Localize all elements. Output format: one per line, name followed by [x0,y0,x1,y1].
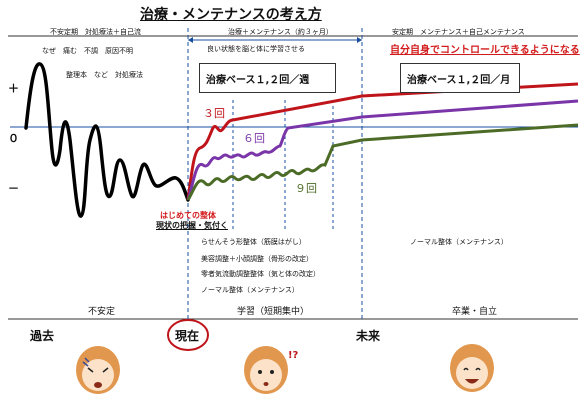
treatment-item-2: 美容調整＋小顔調整（骨形の改定） [201,255,313,263]
axis-plus: ＋ [8,82,19,95]
surprised-face-icon: !? [244,346,299,394]
count-3: ３回 [203,107,225,120]
phase2-footer: 学習（短期集中） [237,307,310,317]
phase3-note: ノーマル整体（メンテナンス） [410,238,508,246]
phase1-header: 不安定期 対処療法＋自己流 [50,28,141,36]
happy-face-icon [450,344,494,392]
phase3-box: 治療ベース１,２回／月 [400,63,520,93]
phase3-header: 安定期 メンテナンス＋自己メンテナンス [392,28,525,36]
phase3-box-label: 治療ベース１,２回／月 [407,74,511,86]
phase1-footer: 不安定 [88,307,116,317]
unstable-curve [24,62,190,218]
phase3-footer: 卒業・自立 [452,307,498,317]
present-circle [167,319,209,351]
phase2-header: 治療＋メンテナンス（約３ヶ月） [228,28,333,36]
count-6: ６回 [243,132,265,145]
phase2-arrow-left [188,37,193,43]
treatment-item-3: 零者気流動調整整体（気と体の改定） [201,270,320,278]
phase2-box: 治療ベース１,２回／週 [199,63,336,93]
phase2-arrow-right [357,37,362,43]
count-9: ９回 [295,182,317,195]
treatment-item-1: らせんそう形整体（筋膜はがし） [201,238,306,246]
phase2-note: 良い状態を脳と体に学習させる [207,45,305,53]
phase3-headline: 自分自身でコントロールできるようになる [390,45,580,56]
purple-line [186,99,579,201]
first-visit-label: はじめての整体 [160,211,216,220]
green-line [186,123,579,201]
phase1-line1: なぜ 痛む 不調 原因不明 [42,47,133,55]
svg-text:!?: !? [288,350,299,361]
axis-minus: － [8,182,19,195]
timeline-past: 過去 [30,329,55,343]
timeline-future: 未来 [356,329,381,343]
worried-face-icon [76,346,120,394]
axis-zero: ０ [8,132,19,145]
timeline-now: 現在 [175,329,200,343]
grasp-label: 現状の把握・気付く [156,221,228,230]
phase1-line2: 整理本 など 対処療法 [66,71,143,79]
treatment-item-4: ノーマル整体（メンテナンス） [201,286,299,294]
phase2-box-label: 治療ベース１,２回／週 [206,74,310,86]
page-title: 治療・メンテナンスの考え方 [140,7,322,23]
red-line [186,82,579,201]
